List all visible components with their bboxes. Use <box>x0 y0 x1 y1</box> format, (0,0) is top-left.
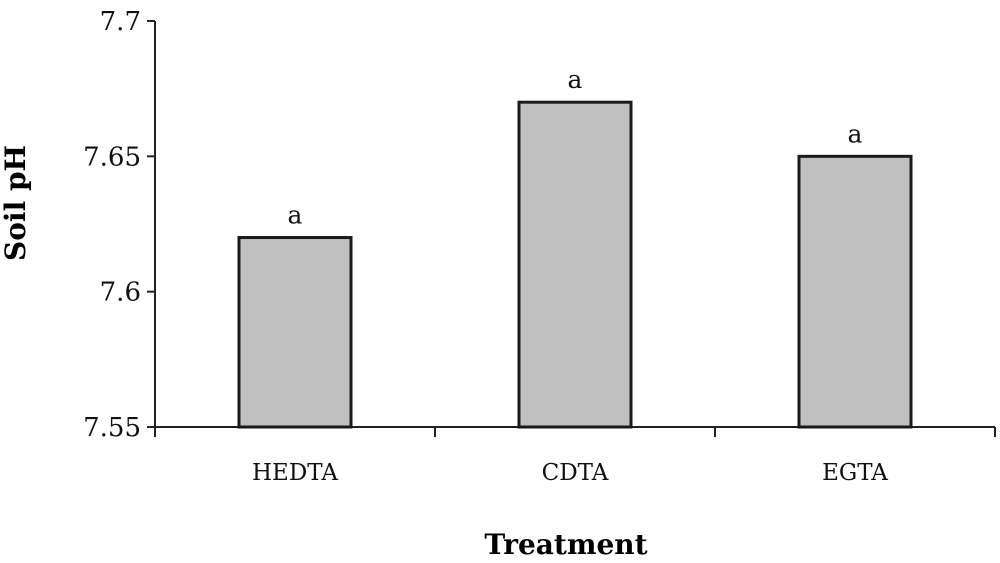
category-label: HEDTA <box>252 460 338 486</box>
category-label: EGTA <box>822 460 888 486</box>
bar-hedta <box>237 236 353 429</box>
y-tick-label: 7.55 <box>83 413 141 443</box>
data-label: a <box>848 119 863 148</box>
bar-egta <box>797 154 913 429</box>
y-axis-title: Soil pH <box>0 145 32 261</box>
data-label: a <box>288 201 303 230</box>
bars <box>237 100 913 429</box>
category-label: CDTA <box>542 460 609 486</box>
data-label: a <box>568 65 583 94</box>
data-labels: a a a <box>288 65 863 229</box>
category-labels: HEDTA CDTA EGTA <box>252 460 888 486</box>
bar-cdta <box>517 100 633 429</box>
y-ticks: 7.55 7.6 7.65 7.7 <box>83 7 155 443</box>
y-tick-label: 7.7 <box>100 7 141 37</box>
x-axis-title: Treatment <box>484 528 647 561</box>
y-tick-label: 7.6 <box>100 278 141 308</box>
x-ticks <box>154 427 996 437</box>
y-tick-label: 7.65 <box>83 142 141 172</box>
